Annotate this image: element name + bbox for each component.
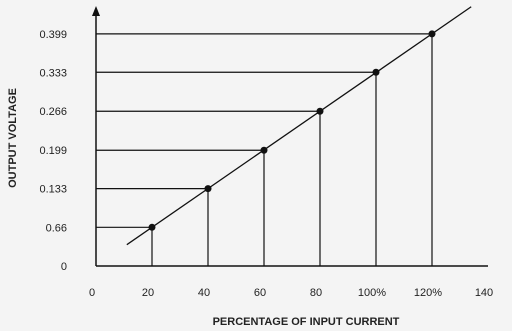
- data-point-0: [148, 223, 156, 231]
- x-tick-labels: 0 20 40 60 80 100% 120% 140: [89, 287, 493, 299]
- data-point-3: [316, 107, 324, 115]
- trend-line: [126, 6, 472, 246]
- data-point-5: [428, 30, 436, 38]
- y-tick-labels: 0 0.66 0.133 0.199 0.266 0.333 0.399: [39, 29, 67, 273]
- trend-line-group: [126, 6, 472, 246]
- x-tick-label-6: 120%: [414, 287, 442, 299]
- x-tick-label-7: 140: [475, 287, 493, 299]
- data-point-1: [204, 185, 212, 193]
- x-tick-label-5: 100%: [358, 287, 386, 299]
- y-tick-label-4: 0.266: [39, 106, 67, 118]
- data-point-4: [372, 68, 380, 76]
- y-axis-arrow: [92, 6, 100, 16]
- x-tick-label-4: 80: [310, 287, 322, 299]
- y-axis-title: OUTPUT VOLTAGE: [7, 88, 19, 188]
- y-tick-label-5: 0.333: [39, 67, 67, 79]
- axes: [92, 6, 488, 267]
- x-tick-label-0: 0: [89, 287, 95, 299]
- y-tick-label-3: 0.199: [39, 145, 67, 157]
- y-tick-label-0: 0: [61, 261, 67, 273]
- y-tick-label-2: 0.133: [39, 184, 67, 196]
- data-points: [148, 30, 436, 231]
- data-point-2: [260, 146, 268, 154]
- y-tick-label-1: 0.66: [46, 222, 67, 234]
- x-axis-title: PERCENTAGE OF INPUT CURRENT: [213, 316, 400, 328]
- guide-lines: [96, 33, 433, 266]
- y-tick-label-6: 0.399: [39, 29, 67, 41]
- x-tick-label-2: 40: [198, 287, 210, 299]
- x-tick-label-1: 20: [142, 287, 154, 299]
- x-tick-label-3: 60: [254, 287, 266, 299]
